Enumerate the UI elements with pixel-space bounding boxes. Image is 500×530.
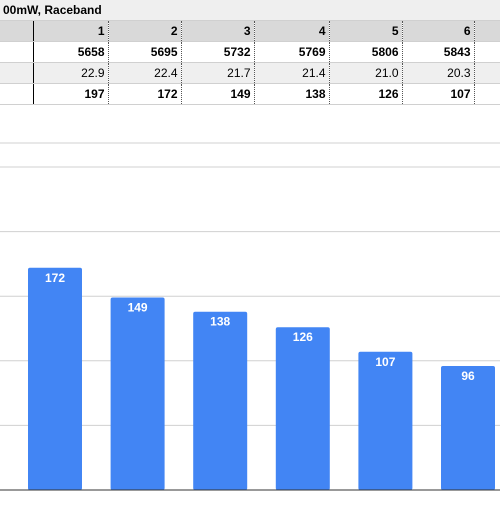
cell[interactable] (474, 83, 500, 105)
column-header-4[interactable]: 4 (254, 20, 330, 42)
table-row: 197 172 149 138 126 107 (0, 83, 500, 105)
bar-3[interactable] (110, 297, 165, 490)
row-label-cell[interactable] (0, 62, 34, 84)
header-row: 1 2 3 4 5 6 (0, 20, 500, 42)
row-label-cell[interactable] (0, 41, 34, 63)
cell[interactable]: 126 (329, 83, 403, 105)
cell[interactable]: 149 (181, 83, 255, 105)
header-label-cell[interactable] (0, 20, 34, 42)
cell[interactable]: 21.4 (254, 62, 330, 84)
bar-label-6: 107 (375, 355, 395, 369)
column-header-5[interactable]: 5 (329, 20, 403, 42)
cell[interactable]: 22.9 (33, 62, 109, 84)
bar-6[interactable] (358, 351, 413, 490)
table-row: 5658 5695 5732 5769 5806 5843 (0, 41, 500, 63)
column-header-7[interactable] (474, 20, 500, 42)
cell[interactable]: 5843 (402, 41, 475, 63)
data-labels: 172 149 138 126 107 96 (45, 271, 475, 383)
sheet-title[interactable]: 00mW, Raceband (0, 0, 500, 21)
bar-label-4: 138 (210, 315, 230, 329)
cell[interactable]: 172 (108, 83, 182, 105)
cell[interactable]: 5806 (329, 41, 403, 63)
cell[interactable]: 5732 (181, 41, 255, 63)
cell[interactable]: 20.3 (402, 62, 475, 84)
bar-label-2: 172 (45, 271, 65, 285)
column-header-1[interactable]: 1 (33, 20, 109, 42)
column-header-6[interactable]: 6 (402, 20, 475, 42)
bar-7[interactable] (441, 365, 495, 490)
bars (28, 267, 495, 490)
cell[interactable]: 5658 (33, 41, 109, 63)
gridlines (0, 142, 500, 426)
title-row: 00mW, Raceband (0, 0, 500, 21)
column-header-2[interactable]: 2 (108, 20, 182, 42)
column-header-3[interactable]: 3 (181, 20, 255, 42)
cell[interactable] (474, 41, 500, 63)
cell[interactable]: 197 (33, 83, 109, 105)
cell[interactable]: 5769 (254, 41, 330, 63)
bar-4[interactable] (193, 311, 248, 490)
cell[interactable]: 107 (402, 83, 475, 105)
cell[interactable]: 21.0 (329, 62, 403, 84)
bar-2[interactable] (28, 267, 82, 490)
cell[interactable]: 5695 (108, 41, 182, 63)
data-grid: 00mW, Raceband 1 2 3 4 5 6 5658 5695 573… (0, 0, 500, 105)
bar-label-3: 149 (128, 300, 148, 314)
bar-label-7: 96 (461, 369, 475, 383)
cell[interactable] (474, 62, 500, 84)
cell[interactable]: 22.4 (108, 62, 182, 84)
cell[interactable]: 21.7 (181, 62, 255, 84)
bar-5[interactable] (275, 327, 330, 490)
table-row: 22.9 22.4 21.7 21.4 21.0 20.3 (0, 62, 500, 84)
bar-chart[interactable]: 172 149 138 126 107 96 (0, 140, 500, 530)
bar-label-5: 126 (293, 330, 313, 344)
cell[interactable]: 138 (254, 83, 330, 105)
row-label-cell[interactable] (0, 83, 34, 105)
spreadsheet-table: 00mW, Raceband 1 2 3 4 5 6 5658 5695 573… (0, 0, 500, 105)
